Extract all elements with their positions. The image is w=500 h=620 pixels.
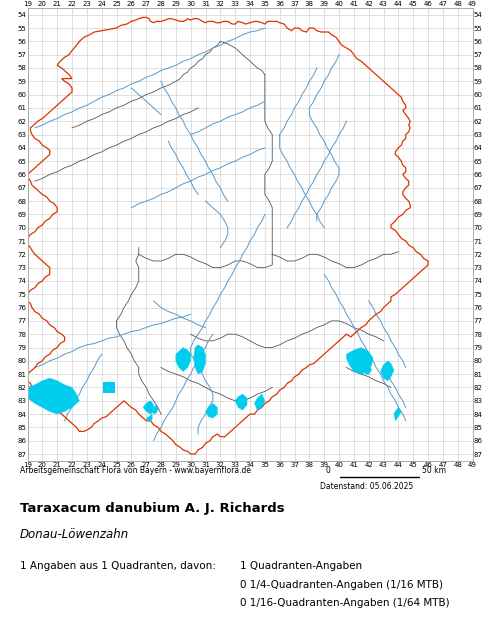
Text: Donau-Löwenzahn: Donau-Löwenzahn <box>20 528 129 541</box>
Text: 0 1/16-Quadranten-Angaben (1/64 MTB): 0 1/16-Quadranten-Angaben (1/64 MTB) <box>240 598 450 608</box>
Text: 0 1/4-Quadranten-Angaben (1/16 MTB): 0 1/4-Quadranten-Angaben (1/16 MTB) <box>240 580 443 590</box>
Text: 1 Angaben aus 1 Quadranten, davon:: 1 Angaben aus 1 Quadranten, davon: <box>20 561 216 571</box>
Polygon shape <box>152 405 158 414</box>
Text: 0: 0 <box>325 466 330 476</box>
Polygon shape <box>194 345 205 374</box>
Polygon shape <box>346 348 373 374</box>
Polygon shape <box>146 414 152 422</box>
Text: 50 km: 50 km <box>422 466 446 476</box>
Text: 1 Quadranten-Angaben: 1 Quadranten-Angaben <box>240 561 362 571</box>
Polygon shape <box>394 407 402 421</box>
Polygon shape <box>28 378 80 414</box>
Polygon shape <box>176 348 190 371</box>
Polygon shape <box>235 394 247 410</box>
Polygon shape <box>380 361 394 381</box>
Text: Datenstand: 05.06.2025: Datenstand: 05.06.2025 <box>320 482 413 492</box>
Text: Arbeitsgemeinschaft Flora von Bayern - www.bayernflora.de: Arbeitsgemeinschaft Flora von Bayern - w… <box>20 466 251 476</box>
Polygon shape <box>206 404 218 418</box>
Bar <box>103 382 116 393</box>
Polygon shape <box>254 394 265 410</box>
Polygon shape <box>364 365 372 374</box>
Text: Taraxacum danubium A. J. Richards: Taraxacum danubium A. J. Richards <box>20 502 284 515</box>
Polygon shape <box>143 401 154 414</box>
